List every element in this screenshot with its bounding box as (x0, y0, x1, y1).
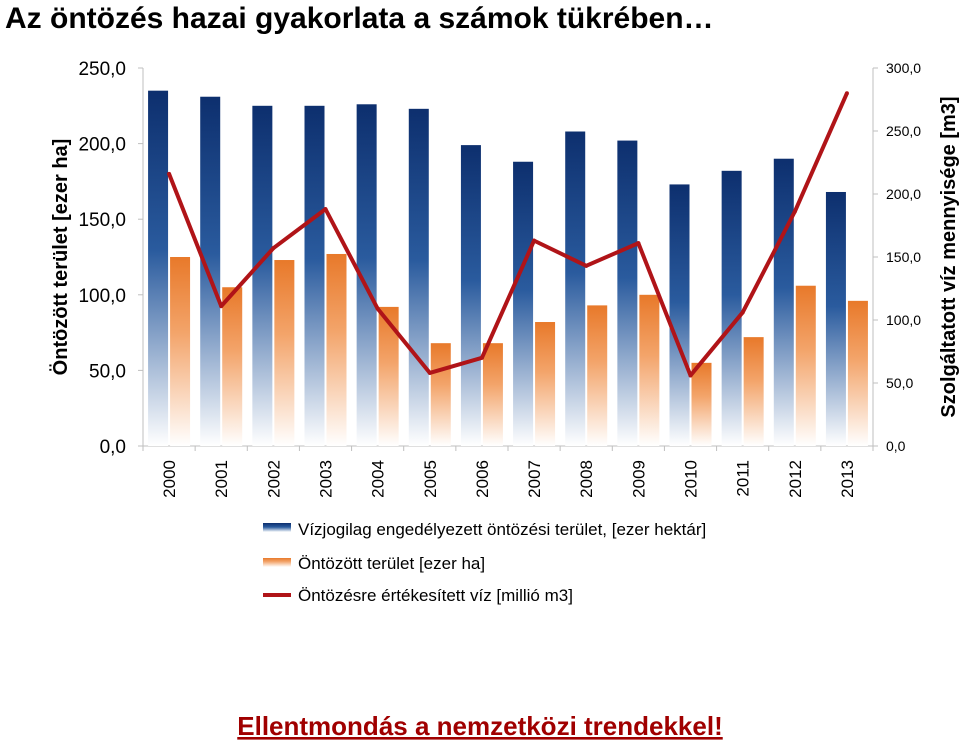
line-point-2004 (375, 306, 380, 311)
bar-engedelyezett-2001 (200, 96, 221, 446)
y-axis-label: Öntözött terület [ezer ha] (49, 139, 72, 376)
line-point-2003 (323, 207, 328, 212)
line-series (167, 91, 849, 378)
line-point-2012 (792, 209, 797, 214)
legend-label-line: Öntözésre értékesített víz [millió m3] (298, 586, 573, 605)
bar-ontozott-2013 (847, 300, 868, 446)
legend-swatch-bar2 (263, 558, 291, 567)
bar-ontozott-2011 (743, 337, 764, 446)
bar-engedelyezett-2008 (565, 131, 586, 446)
footer-text: Ellentmondás a nemzetközi trendekkel! (237, 711, 722, 740)
bars (148, 90, 868, 447)
x-tick-label: 2005 (421, 460, 440, 498)
line-point-2002 (271, 246, 276, 251)
right-tick-label: 150,0 (886, 249, 921, 265)
line-point-2010 (688, 373, 693, 378)
legend-swatch-bar1 (263, 523, 291, 532)
bar-engedelyezett-2013 (825, 191, 846, 446)
x-tick-label: 2003 (317, 460, 336, 498)
x-tick-label: 2000 (160, 460, 179, 498)
bar-ontozott-2003 (326, 253, 347, 446)
x-tick-label: 2013 (838, 460, 857, 498)
bar-engedelyezett-2004 (356, 104, 377, 447)
bar-ontozott-2002 (274, 260, 295, 446)
x-tick-label: 2001 (212, 460, 231, 498)
bar-engedelyezett-2011 (721, 170, 742, 447)
legend-label-bar2: Öntözött terület [ezer ha] (298, 554, 485, 573)
line-point-2009 (636, 241, 641, 246)
bar-ontozott-2008 (587, 305, 608, 446)
bar-ontozott-2005 (430, 343, 451, 446)
left-tick-label: 0,0 (100, 437, 126, 458)
chart-title: Az öntözés hazai gyakorlata a számok tük… (5, 2, 714, 35)
x-tick-label: 2008 (577, 460, 596, 498)
left-tick-label: 250,0 (78, 59, 126, 80)
line-point-2006 (479, 355, 484, 360)
x-tick-label: 2004 (369, 460, 388, 498)
line-point-2008 (584, 263, 589, 268)
right-tick-label: 100,0 (886, 312, 921, 328)
x-axis: 2000 2001 2002 2003 2004 2005 2006 2007 2008 2009… (142, 445, 874, 498)
line-point-2011 (740, 310, 745, 315)
legend-label-bar1: Vízjogilag engedélyezett öntözési terüle… (298, 520, 706, 539)
bar-ontozott-2000 (170, 257, 191, 446)
left-tick-label: 100,0 (78, 286, 126, 307)
bar-ontozott-2001 (222, 287, 243, 446)
left-axis: 0,0 50,0 100,0 150,0 200,0 250,0 (78, 59, 144, 458)
x-tick-label: 2006 (473, 460, 492, 498)
bar-engedelyezett-2002 (252, 105, 273, 447)
y2-axis-label: Szolgáltatott víz mennyisége [m3] (938, 96, 960, 417)
bar-engedelyezett-2003 (304, 105, 325, 447)
right-tick-label: 250,0 (886, 123, 921, 139)
line-point-2007 (532, 238, 537, 243)
x-tick-label: 2009 (629, 460, 648, 498)
x-tick-label: 2007 (525, 460, 544, 498)
bar-ontozott-2004 (378, 306, 399, 446)
right-tick-label: 50,0 (886, 375, 913, 391)
line-point-2005 (427, 370, 432, 375)
right-axis: 0,0 50,0 100,0 150,0 200,0 250,0 300,0 (872, 60, 921, 454)
x-tick-label: 2012 (786, 460, 805, 498)
left-tick-label: 50,0 (89, 361, 126, 382)
bar-engedelyezett-2007 (513, 161, 534, 446)
right-tick-label: 300,0 (886, 60, 921, 76)
bar-ontozott-2012 (795, 285, 816, 446)
bar-engedelyezett-2009 (617, 140, 638, 447)
right-tick-label: 0,0 (886, 438, 906, 454)
bar-engedelyezett-2010 (669, 184, 690, 446)
bar-engedelyezett-2006 (460, 145, 481, 446)
bar-ontozott-2010 (691, 362, 712, 446)
bar-engedelyezett-2005 (408, 108, 429, 446)
bar-ontozott-2009 (639, 294, 660, 446)
line-point-2001 (219, 304, 224, 309)
line-point-2013 (844, 91, 849, 96)
left-tick-label: 150,0 (78, 210, 126, 231)
bar-engedelyezett-2000 (148, 90, 169, 447)
line-point-2000 (167, 171, 172, 176)
right-tick-label: 200,0 (886, 186, 921, 202)
bar-engedelyezett-2012 (773, 158, 794, 446)
left-tick-label: 200,0 (78, 135, 126, 156)
x-tick-label: 2002 (264, 460, 283, 498)
line-ertekesitett-viz (167, 92, 849, 378)
legend: Vízjogilag engedélyezett öntözési terüle… (263, 520, 706, 605)
x-tick-label: 2010 (682, 460, 701, 498)
x-tick-label: 2011 (734, 460, 753, 497)
bar-ontozott-2007 (535, 322, 556, 446)
bar-ontozott-2006 (482, 343, 503, 446)
